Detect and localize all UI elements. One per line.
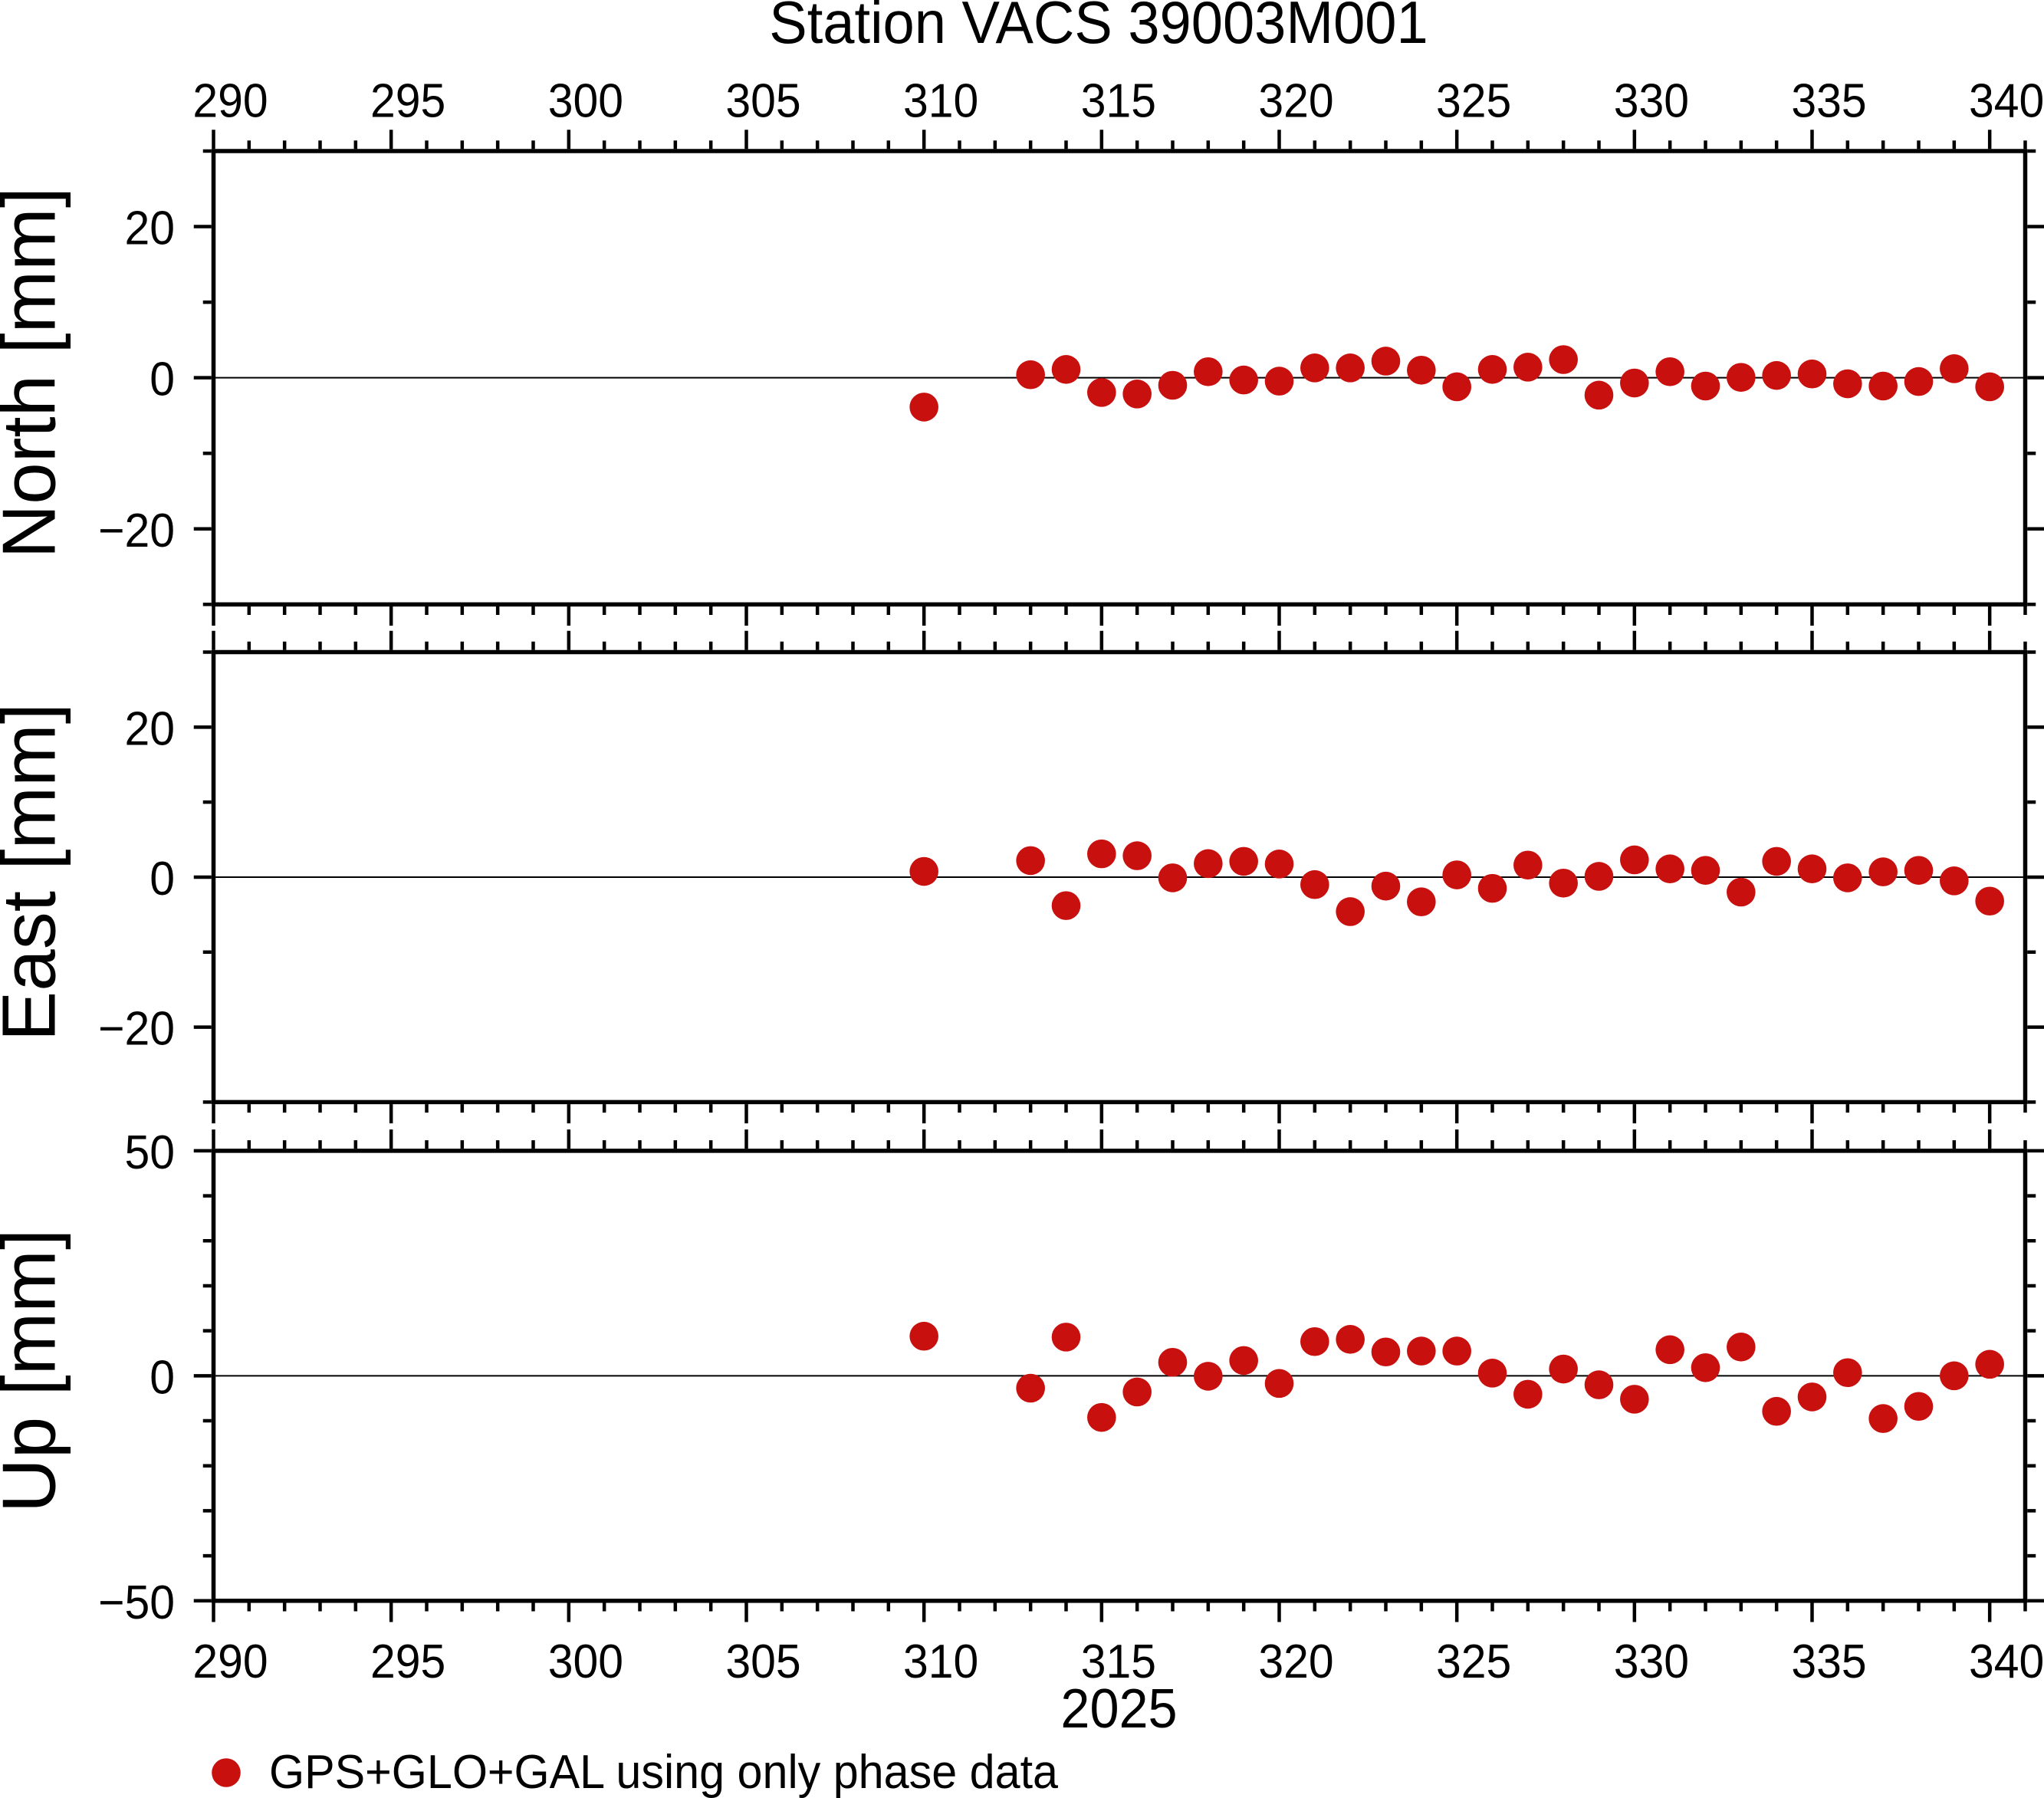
svg-text:340: 340 xyxy=(1969,74,2044,127)
svg-text:20: 20 xyxy=(124,201,175,255)
svg-text:50: 50 xyxy=(124,1126,175,1179)
svg-text:Up [mm]: Up [mm] xyxy=(0,1229,71,1513)
svg-text:300: 300 xyxy=(548,74,623,127)
svg-text:290: 290 xyxy=(192,1635,268,1688)
svg-text:North [mm]: North [mm] xyxy=(0,187,71,559)
svg-text:295: 295 xyxy=(370,1635,445,1688)
svg-text:310: 310 xyxy=(903,74,978,127)
svg-text:20: 20 xyxy=(124,702,175,755)
svg-text:GPS+GLO+GAL using only phase d: GPS+GLO+GAL using only phase data xyxy=(269,1745,1058,1798)
svg-text:0: 0 xyxy=(150,852,175,906)
svg-text:340: 340 xyxy=(1969,1635,2044,1688)
svg-text:−50: −50 xyxy=(98,1575,175,1629)
svg-text:295: 295 xyxy=(370,74,445,127)
svg-text:330: 330 xyxy=(1614,74,1689,127)
svg-text:335: 335 xyxy=(1791,1635,1866,1688)
svg-text:335: 335 xyxy=(1791,74,1866,127)
svg-text:315: 315 xyxy=(1081,1635,1156,1688)
svg-text:290: 290 xyxy=(192,74,268,127)
svg-text:East [mm]: East [mm] xyxy=(0,703,71,1041)
svg-text:305: 305 xyxy=(725,1635,800,1688)
svg-text:325: 325 xyxy=(1436,1635,1511,1688)
svg-text:310: 310 xyxy=(903,1635,978,1688)
svg-text:Station VACS 39003M001: Station VACS 39003M001 xyxy=(769,0,1428,56)
svg-text:0: 0 xyxy=(150,352,175,406)
svg-text:330: 330 xyxy=(1614,1635,1689,1688)
svg-text:315: 315 xyxy=(1081,74,1156,127)
svg-text:0: 0 xyxy=(150,1350,175,1404)
svg-text:2025: 2025 xyxy=(1060,1677,1177,1739)
svg-text:325: 325 xyxy=(1436,74,1511,127)
svg-text:320: 320 xyxy=(1258,74,1333,127)
svg-text:−20: −20 xyxy=(98,503,175,557)
svg-text:320: 320 xyxy=(1258,1635,1333,1688)
svg-text:−20: −20 xyxy=(98,1001,175,1055)
svg-text:305: 305 xyxy=(725,74,800,127)
svg-text:300: 300 xyxy=(548,1635,623,1688)
